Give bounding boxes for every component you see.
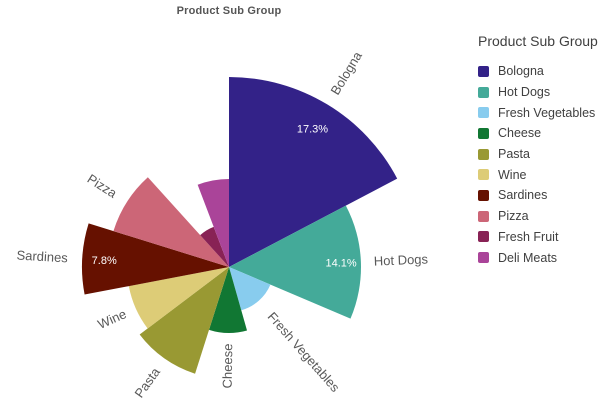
legend-items: Bologna Hot Dogs Fresh Vegetables Cheese Pas… xyxy=(478,61,606,268)
legend-swatch-wine xyxy=(478,169,489,181)
legend-item-label: Bologna xyxy=(498,64,544,79)
legend-item-bologna[interactable]: Bologna xyxy=(478,61,606,82)
legend-item-label: Pizza xyxy=(498,209,529,224)
legend-item-deli-meats[interactable]: Deli Meats xyxy=(478,247,606,268)
pie-slice-outer-label-cheese: Cheese xyxy=(220,343,236,388)
legend-item-label: Deli Meats xyxy=(498,250,558,265)
legend: Product Sub Group Bologna Hot Dogs Fresh V… xyxy=(478,33,606,268)
legend-item-sardines[interactable]: Sardines xyxy=(478,185,606,206)
legend-item-fresh-vegetables[interactable]: Fresh Vegetables xyxy=(478,102,606,123)
pie-slice-hot-dogs[interactable] xyxy=(229,205,361,319)
legend-item-fresh-fruit[interactable]: Fresh Fruit xyxy=(478,227,606,248)
legend-item-hot-dogs[interactable]: Hot Dogs xyxy=(478,82,606,103)
legend-swatch-bologna xyxy=(478,65,489,77)
pie-slice-bologna[interactable] xyxy=(229,77,398,267)
pie-slice-fresh-fruit[interactable] xyxy=(200,226,229,267)
legend-swatch-fresh-vegetables xyxy=(478,107,489,119)
legend-item-label: Pasta xyxy=(498,147,530,162)
pie-slice-outer-label-sardines: Sardines xyxy=(16,248,69,266)
pie-slice-outer-label-bologna: Bologna xyxy=(327,48,365,97)
legend-item-label: Hot Dogs xyxy=(498,85,551,100)
legend-swatch-sardines xyxy=(478,189,489,201)
pie-slice-outer-label-hot-dogs: Hot Dogs xyxy=(374,251,429,268)
legend-item-wine[interactable]: Wine xyxy=(478,164,606,185)
pie-slice-outer-label-wine: Wine xyxy=(95,306,128,332)
pie-slice-deli-meats[interactable] xyxy=(197,179,229,267)
legend-item-label: Fresh Fruit xyxy=(498,229,559,244)
pie-slice-pasta[interactable] xyxy=(139,267,229,374)
legend-swatch-fresh-fruit xyxy=(478,231,489,243)
pie-slice-pizza[interactable] xyxy=(113,177,229,267)
legend-item-label: Sardines xyxy=(498,188,548,203)
pie-slice-outer-label-fresh-vegetables: Fresh Vegetables xyxy=(265,309,343,395)
pie-slice-pct-label-hot-dogs: 14.1% xyxy=(325,257,356,269)
legend-swatch-pizza xyxy=(478,210,489,222)
legend-item-cheese[interactable]: Cheese xyxy=(478,123,606,144)
legend-title: Product Sub Group xyxy=(478,33,598,49)
legend-swatch-hot-dogs xyxy=(478,86,489,98)
pie-slice-outer-label-pasta: Pasta xyxy=(132,364,164,400)
legend-item-label: Fresh Vegetables xyxy=(498,105,596,120)
legend-item-label: Wine xyxy=(498,167,527,182)
legend-swatch-cheese xyxy=(478,127,489,139)
pie-slice-cheese[interactable] xyxy=(209,267,248,333)
legend-swatch-pasta xyxy=(478,148,489,160)
pie-slice-pct-label-bologna: 17.3% xyxy=(297,124,328,136)
legend-swatch-deli-meats xyxy=(478,252,489,264)
pie-slice-outer-label-pizza: Pizza xyxy=(85,171,121,201)
legend-item-label: Cheese xyxy=(498,126,542,141)
legend-item-pizza[interactable]: Pizza xyxy=(478,206,606,227)
pie-slice-fresh-vegetables[interactable] xyxy=(229,267,271,311)
pie-slice-wine[interactable] xyxy=(128,267,229,329)
pie-slice-pct-label-sardines: 7.8% xyxy=(92,255,117,267)
legend-item-pasta[interactable]: Pasta xyxy=(478,144,606,165)
pie-slice-sardines[interactable] xyxy=(81,223,229,295)
chart-title: Product Sub Group xyxy=(176,5,282,17)
